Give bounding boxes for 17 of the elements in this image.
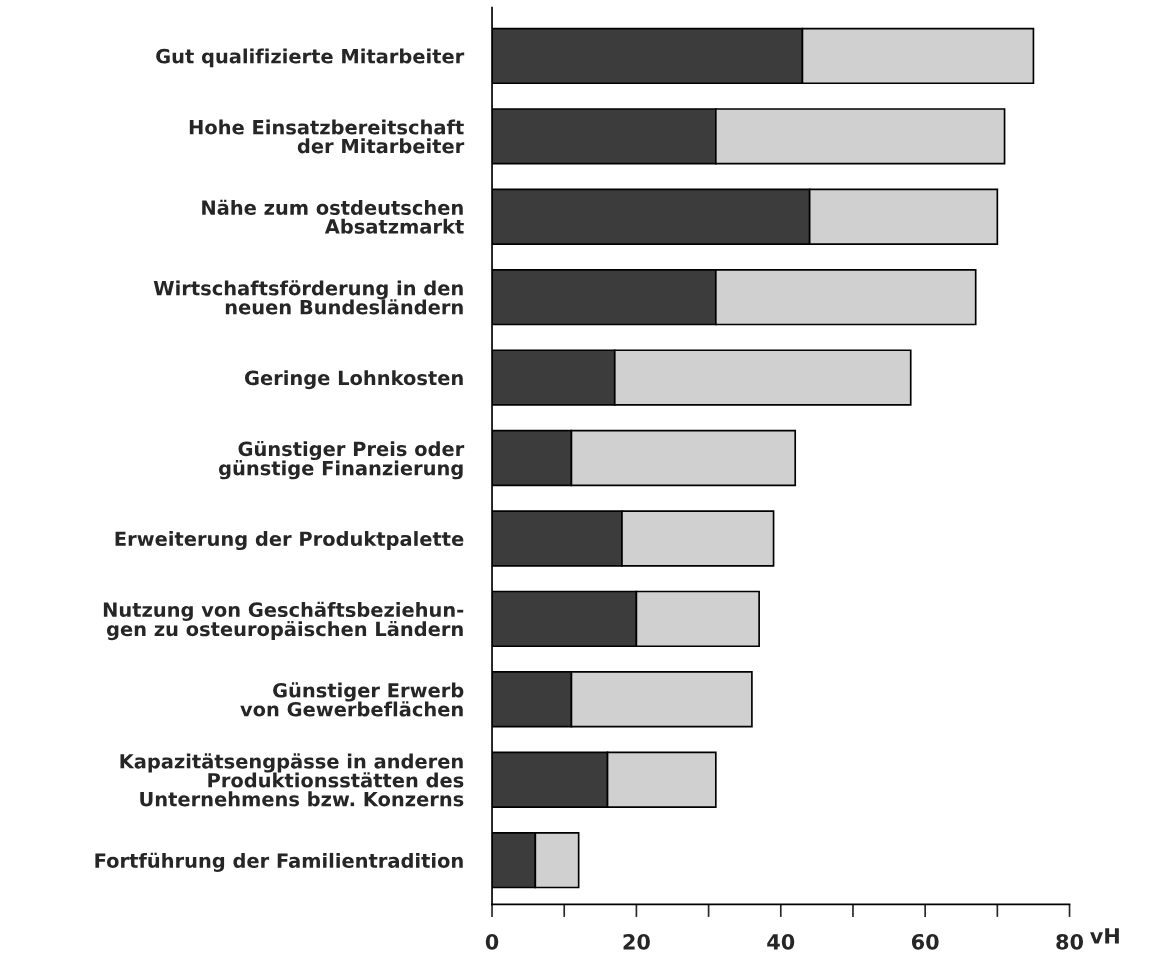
y-tick-label: Nähe zum ostdeutschen Absatzmarkt bbox=[202, 199, 464, 234]
x-tick-label: 40 bbox=[767, 933, 795, 950]
y-tick-label: Fortführung der Familientradition bbox=[95, 852, 463, 872]
x-tick-label: 20 bbox=[623, 933, 650, 950]
y-tick-label: Kapazitätsengpässe in anderen Produktionsstätten des Unternehmens bzw. Konzerns bbox=[120, 753, 464, 807]
y-tick-label: Nutzung von Geschäftsbeziehun- gen zu osteuropäischen Ländern bbox=[103, 601, 464, 641]
x-tick-label: 80 bbox=[1056, 933, 1084, 950]
y-tick-label: Hohe Einsatzbereitschaft der Mitarbeiter bbox=[189, 119, 465, 154]
y-tick-label: Geringe Lohnkosten bbox=[244, 370, 463, 390]
x-tick-label: 0 bbox=[485, 933, 499, 950]
x-tick-label: 60 bbox=[911, 933, 939, 950]
x-axis-title: vH bbox=[1090, 928, 1119, 944]
y-tick-label: Wirtschaftsförderung in den neuen Bundesländern bbox=[153, 280, 463, 315]
y-tick-label: Günstiger Erwerb von Gewerbeflächen bbox=[240, 682, 464, 717]
y-tick-label: Gut qualifizierte Mitarbeiter bbox=[156, 48, 465, 68]
y-tick-label: Erweiterung der Produktpalette bbox=[115, 531, 464, 551]
y-tick-label: Günstiger Preis oder günstige Finanzierung bbox=[219, 440, 465, 480]
